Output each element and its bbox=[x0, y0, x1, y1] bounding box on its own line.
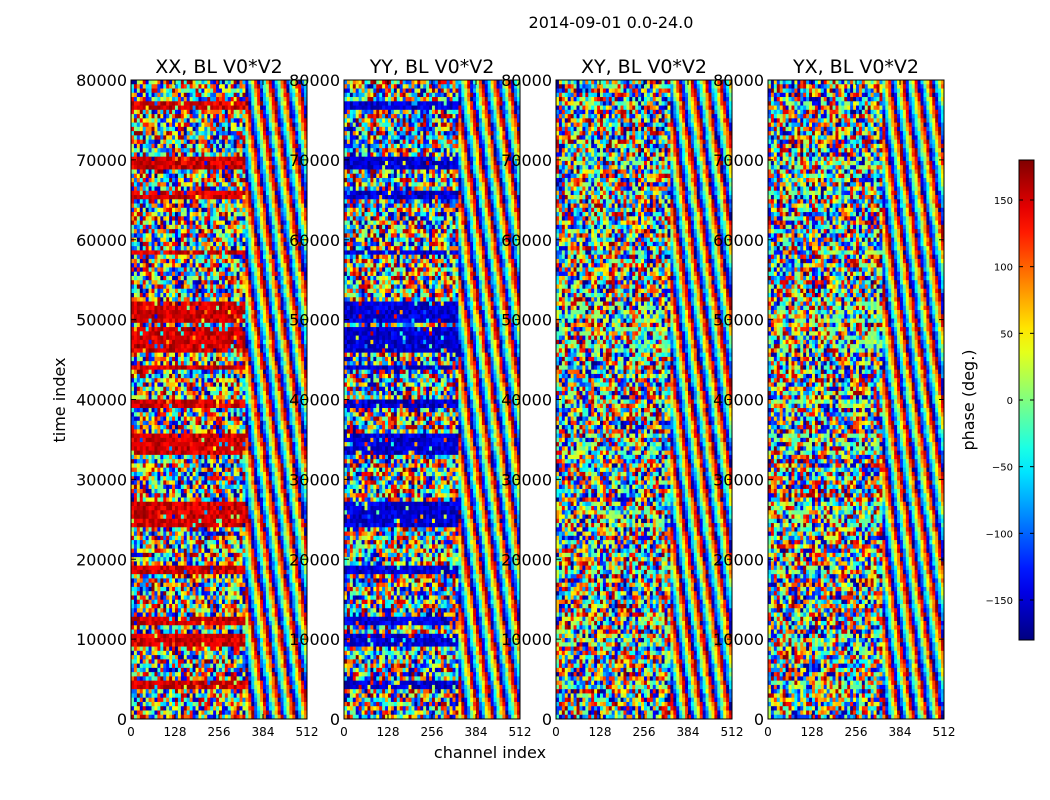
x-tick-label: 384 bbox=[252, 725, 275, 739]
phase-heatmap bbox=[768, 80, 944, 719]
y-tick-label: 30000 bbox=[501, 470, 552, 489]
y-axis-label: time index bbox=[50, 357, 69, 442]
y-tick-label: 0 bbox=[330, 710, 340, 729]
y-tick-label: 60000 bbox=[713, 231, 764, 250]
y-tick-label: 0 bbox=[542, 710, 552, 729]
x-tick-label: 256 bbox=[421, 725, 444, 739]
panel-title: XX, BL V0*V2 bbox=[155, 56, 282, 78]
colorbar-label: phase (deg.) bbox=[959, 349, 978, 450]
x-tick-label: 512 bbox=[933, 725, 956, 739]
y-tick-label: 80000 bbox=[76, 71, 127, 90]
y-tick-label: 70000 bbox=[76, 151, 127, 170]
x-tick-label: 0 bbox=[340, 725, 348, 739]
y-tick-label: 80000 bbox=[713, 71, 764, 90]
colorbar-tick-label: 150 bbox=[994, 196, 1013, 207]
x-axis-label: channel index bbox=[434, 743, 546, 762]
y-tick-label: 30000 bbox=[289, 470, 340, 489]
panel-title: YX, BL V0*V2 bbox=[792, 56, 919, 78]
x-tick-label: 384 bbox=[889, 725, 912, 739]
y-tick-label: 10000 bbox=[289, 630, 340, 649]
panel-1: XX, BL V0*V2 0 10000 20000 30000 40000 50000 60… bbox=[76, 56, 318, 739]
colorbar-tick-label: 0 bbox=[1007, 396, 1013, 407]
colorbar-tick-label: 50 bbox=[1000, 329, 1013, 340]
y-tick-label: 20000 bbox=[713, 550, 764, 569]
y-tick-label: 40000 bbox=[713, 391, 764, 410]
y-tick-label: 70000 bbox=[713, 151, 764, 170]
y-tick-label: 80000 bbox=[289, 71, 340, 90]
y-tick-label: 50000 bbox=[713, 311, 764, 330]
colorbar: −150 −100 −50 0 50 100 150 bbox=[986, 159, 1035, 641]
y-tick-label: 10000 bbox=[713, 630, 764, 649]
y-tick-label: 10000 bbox=[501, 630, 552, 649]
panel-title: YY, BL V0*V2 bbox=[369, 56, 495, 78]
y-tick-label: 30000 bbox=[713, 470, 764, 489]
y-tick-label: 50000 bbox=[289, 311, 340, 330]
x-tick-label: 0 bbox=[552, 725, 560, 739]
panel-4: YX, BL V0*V2 0 10000 20000 30000 40000 50000 60… bbox=[713, 56, 955, 739]
x-tick-label: 0 bbox=[127, 725, 135, 739]
y-tick-label: 30000 bbox=[76, 470, 127, 489]
y-tick-label: 0 bbox=[754, 710, 764, 729]
x-tick-label: 128 bbox=[589, 725, 612, 739]
x-tick-label: 128 bbox=[164, 725, 187, 739]
figure-title: 2014-09-01 0.0-24.0 bbox=[529, 13, 694, 32]
y-tick-label: 50000 bbox=[501, 311, 552, 330]
y-tick-label: 0 bbox=[117, 710, 127, 729]
y-tick-label: 40000 bbox=[76, 391, 127, 410]
y-tick-label: 40000 bbox=[289, 391, 340, 410]
x-tick-label: 384 bbox=[677, 725, 700, 739]
colorbar-tick-label: −150 bbox=[986, 596, 1013, 607]
panel-3: XY, BL V0*V2 0 10000 20000 30000 40000 50000 60… bbox=[501, 56, 743, 739]
y-tick-label: 20000 bbox=[501, 550, 552, 569]
y-tick-label: 60000 bbox=[289, 231, 340, 250]
y-tick-label: 70000 bbox=[289, 151, 340, 170]
x-tick-label: 128 bbox=[377, 725, 400, 739]
y-tick-label: 60000 bbox=[76, 231, 127, 250]
panel-title: XY, BL V0*V2 bbox=[581, 56, 707, 78]
y-tick-label: 70000 bbox=[501, 151, 552, 170]
colorbar-tick-label: 100 bbox=[994, 263, 1013, 274]
panel-2: YY, BL V0*V2 0 10000 20000 30000 40000 50000 60… bbox=[289, 56, 531, 739]
x-tick-label: 128 bbox=[801, 725, 824, 739]
y-tick-label: 40000 bbox=[501, 391, 552, 410]
panels-group: XX, BL V0*V2 0 10000 20000 30000 40000 50000 60… bbox=[76, 56, 955, 739]
x-tick-label: 256 bbox=[633, 725, 656, 739]
y-tick-label: 20000 bbox=[76, 550, 127, 569]
colorbar-tick-label: −50 bbox=[992, 463, 1013, 474]
phase-heatmap bbox=[344, 80, 520, 719]
x-tick-label: 256 bbox=[208, 725, 231, 739]
phase-heatmap bbox=[131, 80, 307, 719]
x-tick-label: 256 bbox=[845, 725, 868, 739]
x-tick-label: 512 bbox=[296, 725, 319, 739]
y-tick-label: 60000 bbox=[501, 231, 552, 250]
y-tick-label: 50000 bbox=[76, 311, 127, 330]
x-tick-label: 0 bbox=[764, 725, 772, 739]
y-tick-label: 20000 bbox=[289, 550, 340, 569]
y-tick-label: 10000 bbox=[76, 630, 127, 649]
colorbar-tick-label: −100 bbox=[986, 529, 1013, 540]
phase-heatmap bbox=[556, 80, 732, 719]
x-tick-label: 512 bbox=[721, 725, 744, 739]
y-tick-label: 80000 bbox=[501, 71, 552, 90]
x-tick-label: 384 bbox=[465, 725, 488, 739]
x-tick-label: 512 bbox=[509, 725, 532, 739]
